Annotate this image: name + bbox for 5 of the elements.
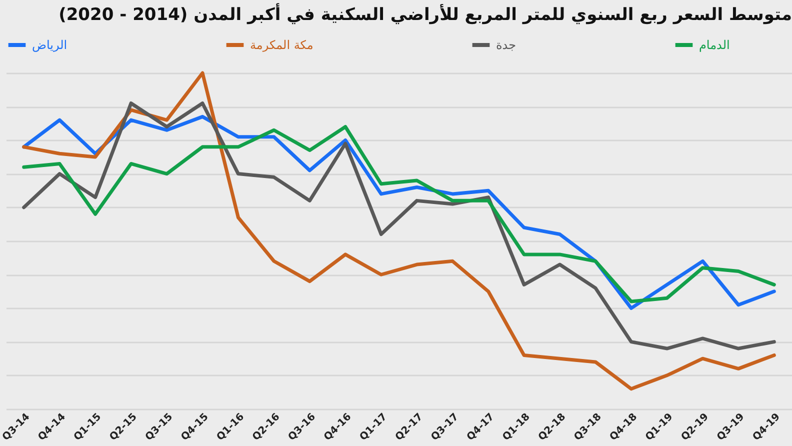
legend-label: جدة	[496, 38, 516, 52]
legend-label: مكة المكرمة	[250, 38, 314, 52]
legend-label: الرياض	[32, 38, 68, 52]
legend-label: الدمام	[699, 38, 730, 52]
chart-title: متوسط السعر ربع السنوي للمتر المربع للأراضي السكنية في أكبر المدن (2014 - 2020)	[58, 3, 792, 25]
